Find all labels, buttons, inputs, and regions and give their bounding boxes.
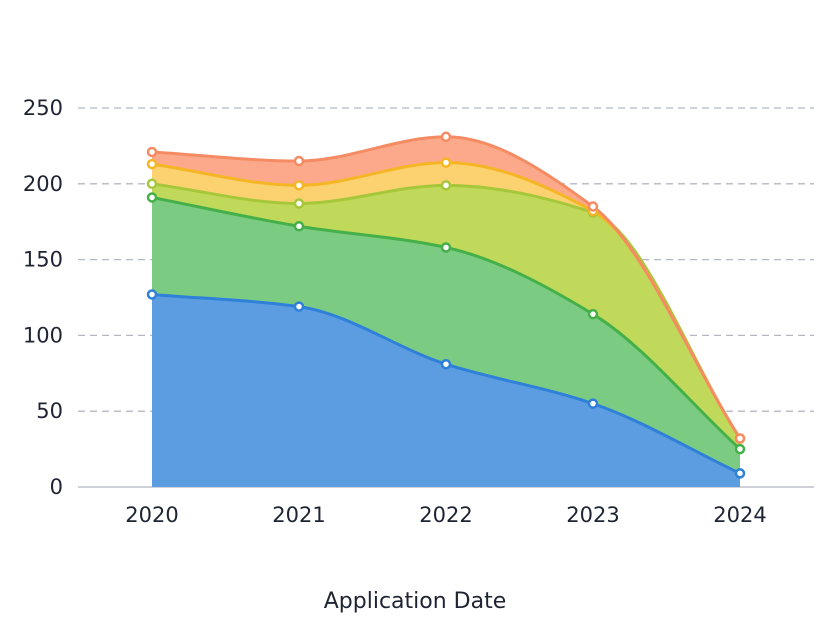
- y-tick-label: 100: [23, 323, 63, 347]
- data-point[interactable]: [442, 243, 450, 251]
- data-point[interactable]: [148, 290, 156, 298]
- data-point[interactable]: [148, 148, 156, 156]
- data-point[interactable]: [589, 400, 597, 408]
- y-tick-label: 0: [50, 475, 63, 499]
- x-axis-title: Application Date: [324, 589, 507, 614]
- data-point[interactable]: [589, 203, 597, 211]
- y-axis-ticks: 0 50 100 150 200 250: [23, 96, 63, 499]
- y-tick-label: 50: [36, 399, 63, 423]
- data-point[interactable]: [295, 303, 303, 311]
- x-tick-label: 2021: [272, 503, 325, 527]
- y-tick-label: 150: [23, 248, 63, 272]
- data-point[interactable]: [442, 133, 450, 141]
- x-tick-label: 2023: [566, 503, 619, 527]
- data-point[interactable]: [295, 222, 303, 230]
- data-point[interactable]: [589, 310, 597, 318]
- data-point[interactable]: [148, 193, 156, 201]
- data-point[interactable]: [148, 160, 156, 168]
- data-point[interactable]: [736, 434, 744, 442]
- data-point[interactable]: [295, 157, 303, 165]
- data-point[interactable]: [295, 200, 303, 208]
- data-point[interactable]: [736, 445, 744, 453]
- y-tick-label: 200: [23, 172, 63, 196]
- x-tick-label: 2022: [419, 503, 472, 527]
- x-axis-ticks: 2020 2021 2022 2023 2024: [125, 503, 766, 527]
- data-point[interactable]: [442, 360, 450, 368]
- data-point[interactable]: [442, 159, 450, 167]
- data-point[interactable]: [295, 181, 303, 189]
- data-point[interactable]: [148, 180, 156, 188]
- x-tick-label: 2024: [713, 503, 766, 527]
- x-tick-label: 2020: [125, 503, 178, 527]
- y-tick-label: 250: [23, 96, 63, 120]
- data-point[interactable]: [442, 181, 450, 189]
- data-point[interactable]: [736, 469, 744, 477]
